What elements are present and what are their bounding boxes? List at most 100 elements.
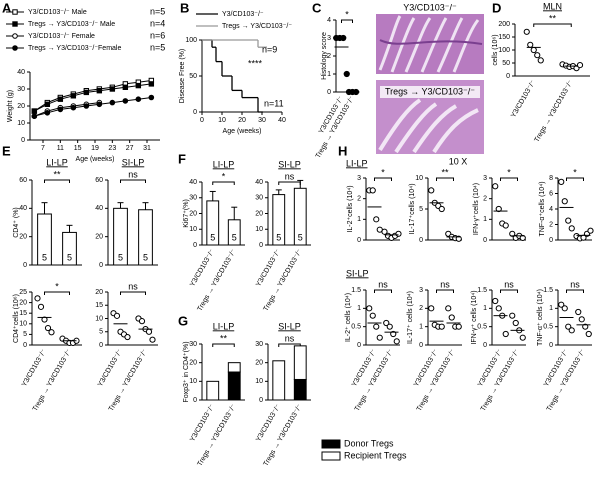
y-axis-label: IFN-γ⁺ cells (10⁴) (471, 290, 478, 344)
significance-label: ns (378, 279, 388, 289)
marker (31, 108, 38, 114)
annotation: n=9 (262, 44, 277, 54)
y-tick-label: 2 (483, 196, 487, 203)
marker (109, 86, 116, 92)
y-tick-label: 150 (498, 34, 510, 41)
legend-label: Y3/CD103⁻/⁻ Male (28, 9, 87, 16)
bar-segment (227, 371, 241, 401)
y-axis-label: CD4⁺cells (10⁶) (13, 294, 20, 343)
data-point (530, 46, 537, 54)
data-point (568, 225, 575, 232)
y-tick-label: 5 (419, 206, 423, 213)
y-tick-label: 1.5 (543, 287, 553, 294)
series-line (34, 97, 152, 117)
bar (62, 231, 77, 266)
significance-label: * (345, 9, 349, 19)
y-tick-label: 40 (255, 179, 263, 186)
marker (122, 84, 129, 90)
data-point (509, 312, 516, 319)
chart-title: SI-LP (278, 321, 301, 331)
marker (12, 9, 18, 15)
y-tick-label: 0.5 (351, 324, 361, 331)
y-tick-label: 200 (498, 21, 510, 28)
panel-letter: E (2, 143, 11, 158)
n-label: 5 (67, 252, 72, 262)
chart-title: MLN (543, 1, 562, 11)
category-label: Y3/CD103⁻/⁻ (21, 348, 48, 388)
y-tick-label: 10 (189, 226, 197, 233)
x-tick-label: 27 (126, 145, 134, 152)
y-tick-label: 0 (193, 242, 197, 249)
legend-n: n=6 (150, 30, 165, 40)
y-tick-label: 5 (23, 331, 27, 338)
marker (57, 96, 64, 102)
significance-label: ns (285, 171, 295, 181)
significance-bracket (436, 177, 454, 181)
y-tick-label: 0 (506, 73, 510, 80)
x-tick-label: 10 (218, 117, 226, 124)
bar-segment (293, 378, 307, 401)
legend-label: Tregs → Y3/CD103⁻/⁻Female (28, 45, 121, 52)
data-point (578, 316, 585, 323)
y-axis-label: TNF-α⁺ cells (10⁴) (537, 289, 544, 346)
y-tick-label: 40 (95, 205, 103, 212)
y-tick-label: 20 (189, 210, 197, 217)
y-axis-label: Weight (g) (7, 90, 14, 122)
x-axis-label: Age (weeks) (76, 156, 115, 163)
annotation: **** (248, 58, 263, 68)
data-point (558, 301, 565, 308)
y-axis-label: CD4⁺ (%) (13, 207, 20, 238)
y-tick-label: 1 (357, 305, 361, 312)
data-point (587, 227, 594, 234)
x-tick-label: 15 (74, 145, 82, 152)
data-point (386, 323, 393, 330)
significance-label: ns (128, 169, 138, 179)
y-tick-label: 0 (419, 237, 423, 244)
data-point (138, 318, 146, 325)
category-label: Y3/CD103⁻/⁻ (510, 79, 537, 119)
y-axis-label: IL-2⁺ cells (10⁴) (345, 293, 352, 342)
bar (227, 219, 241, 246)
data-point (373, 216, 380, 223)
chart-title: LI-LP (213, 321, 235, 331)
data-point (519, 234, 526, 242)
category-label: Y3/CD103⁻/⁻ (97, 348, 124, 388)
panel-letter: H (338, 143, 347, 158)
significance-label: * (222, 171, 226, 181)
data-point (585, 330, 592, 338)
y-tick-label: 10 (415, 175, 423, 182)
x-tick-label: 19 (91, 145, 99, 152)
histology: Y3/CD103⁻/⁻ Tregs → Y3/CD103⁻/⁻ 10 X (376, 2, 484, 166)
y-tick-label: 1 (357, 216, 361, 223)
y-tick-label: 0 (419, 342, 423, 349)
significance-bracket (500, 289, 518, 293)
marker (135, 96, 142, 102)
y-tick-label: 15 (19, 310, 27, 317)
data-point (502, 330, 509, 338)
significance-bracket (212, 343, 235, 347)
marker (122, 98, 129, 104)
y-tick-label: 0 (357, 342, 361, 349)
y-tick-label: 2 (549, 221, 553, 228)
y-tick-label: 0 (549, 342, 553, 349)
significance-label: * (55, 281, 59, 291)
y-tick-label: 3 (357, 175, 361, 182)
category-label: Tregs → Y3/CD103⁻/⁻ (263, 248, 304, 312)
significance-label: * (381, 167, 385, 177)
data-point (455, 323, 462, 330)
panel-letter: C (312, 0, 322, 15)
legend-n: n=5 (150, 42, 165, 52)
y-tick-label: 25 (19, 289, 27, 296)
data-point (428, 305, 435, 312)
significance-bracket (500, 177, 518, 181)
x-tick-label: 7 (41, 145, 45, 152)
y-tick-label: 2 (357, 196, 361, 203)
marker (83, 89, 90, 96)
legend-label: Y3/CD103⁻/⁻ (222, 11, 264, 18)
data-point (124, 333, 131, 341)
y-tick-label: 20 (19, 299, 27, 306)
chart-title: SI-LP (122, 157, 145, 167)
marker (31, 113, 38, 119)
significance-label: ** (220, 333, 228, 343)
